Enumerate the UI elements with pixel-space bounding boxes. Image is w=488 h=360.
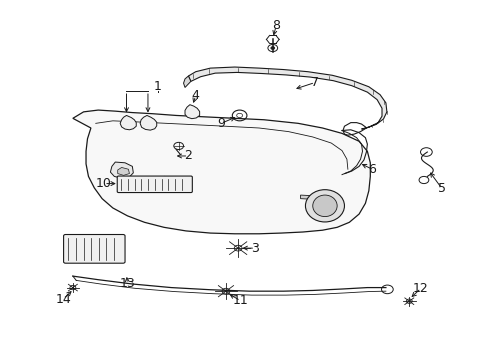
Polygon shape (184, 105, 199, 119)
Text: 7: 7 (310, 76, 319, 89)
Text: 14: 14 (55, 293, 71, 306)
Polygon shape (300, 195, 320, 200)
Polygon shape (188, 67, 386, 129)
Text: 3: 3 (251, 242, 259, 255)
FancyBboxPatch shape (117, 176, 192, 193)
Text: 13: 13 (120, 278, 135, 291)
FancyBboxPatch shape (63, 234, 125, 263)
Text: 9: 9 (217, 117, 224, 130)
Ellipse shape (305, 190, 344, 222)
Polygon shape (140, 116, 157, 130)
Text: 6: 6 (367, 163, 375, 176)
Polygon shape (73, 110, 369, 234)
Polygon shape (120, 116, 136, 130)
Polygon shape (118, 167, 129, 175)
Text: 1: 1 (153, 80, 162, 93)
Text: 10: 10 (96, 177, 112, 190)
Text: 2: 2 (184, 149, 192, 162)
Polygon shape (183, 76, 190, 87)
Polygon shape (110, 162, 133, 178)
Polygon shape (161, 176, 188, 191)
Circle shape (270, 46, 274, 49)
Text: 8: 8 (272, 19, 280, 32)
Text: 5: 5 (437, 182, 445, 195)
Text: 11: 11 (232, 294, 248, 307)
Text: 4: 4 (191, 89, 199, 102)
Text: 12: 12 (412, 282, 428, 295)
Ellipse shape (312, 195, 336, 217)
